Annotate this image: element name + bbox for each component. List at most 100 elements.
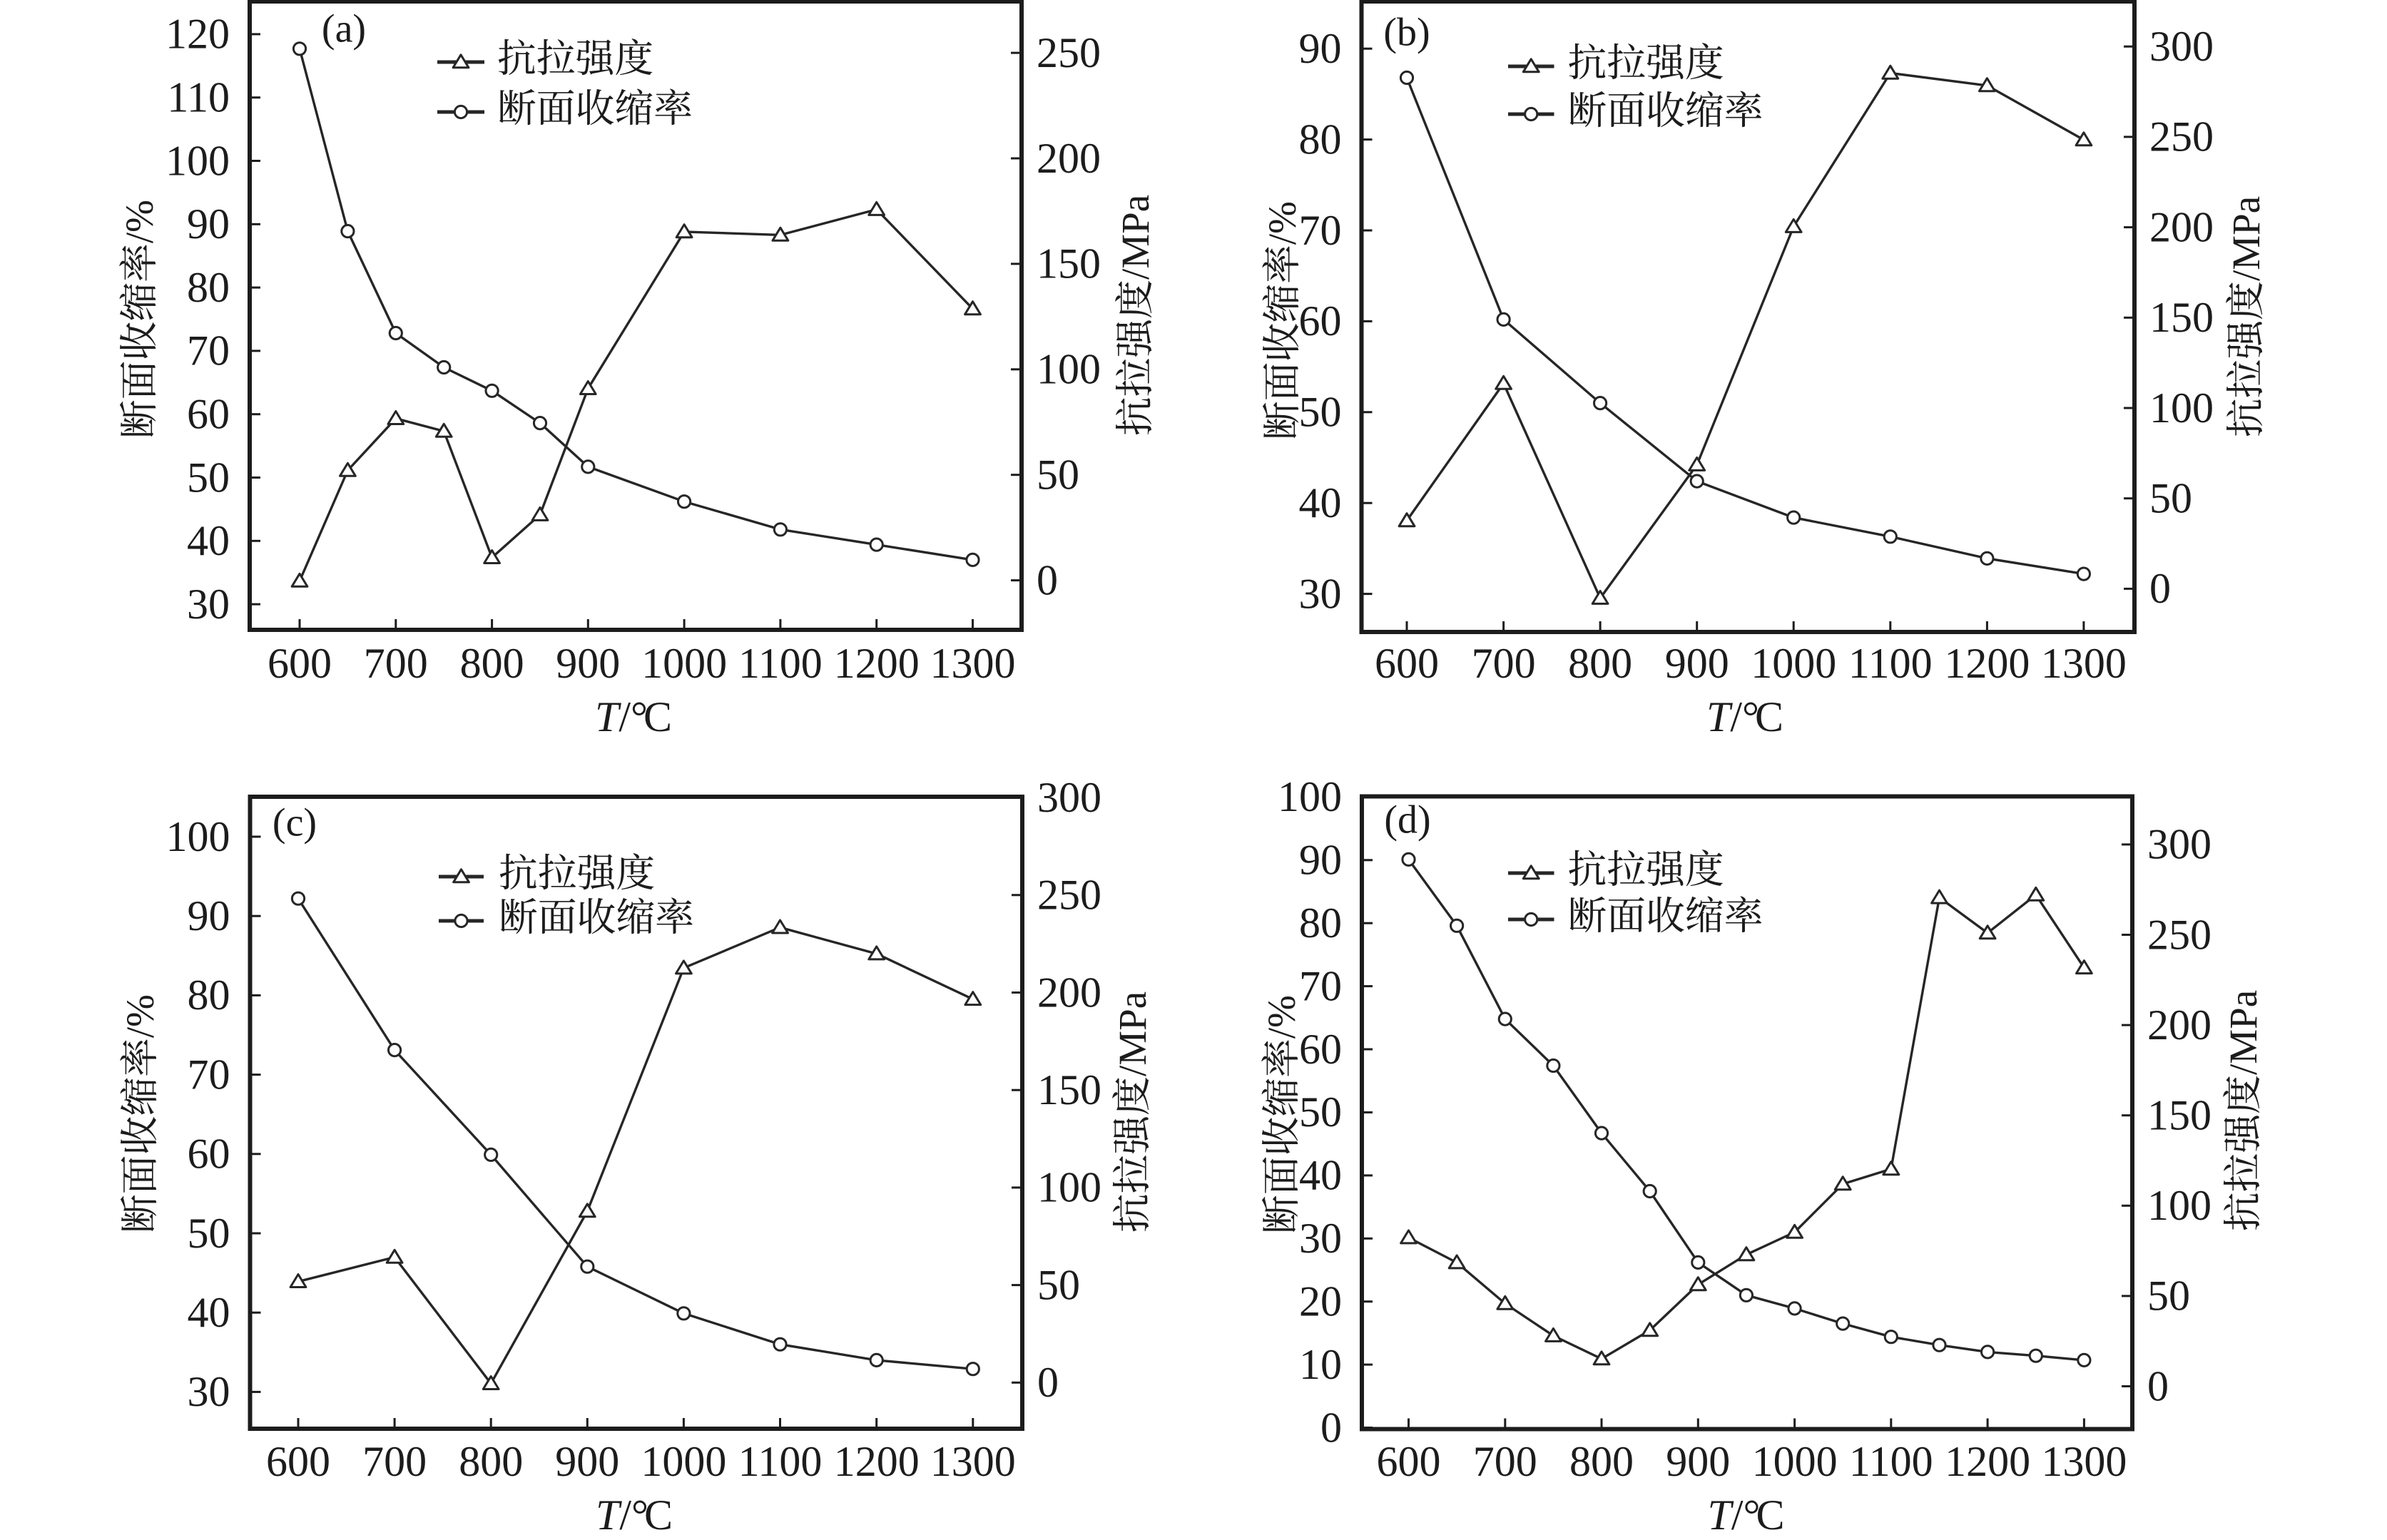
svg-text:/MPa: /MPa [1114, 195, 1157, 280]
svg-text:30: 30 [188, 1368, 230, 1415]
svg-text:60: 60 [1299, 1026, 1342, 1073]
svg-text:250: 250 [1037, 29, 1101, 76]
svg-text:700: 700 [364, 640, 428, 687]
svg-text:150: 150 [1037, 240, 1101, 287]
svg-text:1300: 1300 [930, 1438, 1016, 1485]
svg-text:50: 50 [2147, 1273, 2190, 1320]
svg-text:40: 40 [188, 1289, 230, 1336]
svg-text:90: 90 [1299, 837, 1342, 884]
svg-text:1100: 1100 [738, 640, 823, 687]
svg-text:/MPa: /MPa [2221, 990, 2265, 1075]
svg-text:200: 200 [2149, 203, 2214, 250]
svg-text:0: 0 [1037, 556, 1058, 603]
svg-text:10: 10 [1299, 1341, 1342, 1388]
svg-text:40: 40 [1299, 479, 1342, 526]
svg-text:100: 100 [166, 813, 230, 860]
svg-text:90: 90 [188, 892, 230, 939]
svg-text:0: 0 [2149, 565, 2171, 612]
svg-text:30: 30 [1299, 570, 1342, 617]
svg-text:150: 150 [1037, 1066, 1101, 1113]
svg-text:(a): (a) [322, 7, 366, 51]
svg-text:T/°C: T/°C [596, 1491, 673, 1536]
svg-text:300: 300 [2147, 821, 2212, 868]
svg-text:80: 80 [1299, 116, 1342, 163]
svg-text:1100: 1100 [1848, 640, 1933, 687]
svg-text:250: 250 [1037, 872, 1101, 919]
svg-text:900: 900 [556, 640, 620, 687]
svg-text:1000: 1000 [641, 1438, 726, 1485]
svg-text:0: 0 [1037, 1359, 1059, 1406]
svg-text:40: 40 [187, 517, 230, 564]
svg-text:20: 20 [1299, 1278, 1342, 1325]
svg-text:30: 30 [187, 581, 230, 628]
svg-text:50: 50 [187, 454, 230, 501]
svg-text:800: 800 [459, 1438, 523, 1485]
svg-text:0: 0 [1320, 1404, 1342, 1451]
svg-text:50: 50 [1299, 1088, 1342, 1136]
svg-text:80: 80 [188, 972, 230, 1019]
svg-text:100: 100 [2149, 384, 2214, 432]
svg-text:600: 600 [1377, 1438, 1441, 1485]
svg-text:100: 100 [166, 137, 230, 184]
svg-text:900: 900 [1665, 640, 1729, 687]
svg-text:50: 50 [188, 1210, 230, 1257]
svg-text:200: 200 [2147, 1001, 2212, 1049]
svg-text:1000: 1000 [641, 640, 727, 687]
svg-text:/%: /% [1261, 201, 1304, 245]
svg-text:60: 60 [188, 1131, 230, 1178]
svg-text:/%: /% [118, 994, 162, 1038]
svg-text:/MPa: /MPa [2224, 196, 2268, 281]
svg-text:90: 90 [1299, 25, 1342, 72]
svg-text:250: 250 [2147, 911, 2212, 958]
svg-text:80: 80 [1299, 899, 1342, 947]
svg-text:T/°C: T/°C [1707, 1491, 1784, 1536]
svg-text:200: 200 [1037, 135, 1101, 182]
svg-text:100: 100 [1037, 346, 1101, 393]
svg-text:100: 100 [2147, 1182, 2212, 1229]
svg-text:120: 120 [166, 11, 230, 58]
svg-text:/%: /% [1260, 995, 1303, 1039]
svg-text:50: 50 [1037, 1261, 1080, 1308]
svg-text:1100: 1100 [1849, 1438, 1933, 1485]
svg-text:110: 110 [167, 74, 230, 121]
svg-text:30: 30 [1299, 1215, 1342, 1262]
svg-text:300: 300 [1037, 774, 1101, 821]
svg-text:70: 70 [1299, 962, 1342, 1009]
svg-text:(c): (c) [273, 801, 317, 845]
svg-text:700: 700 [1473, 1438, 1537, 1485]
svg-text:100: 100 [1037, 1164, 1101, 1211]
svg-text:150: 150 [2149, 294, 2214, 341]
svg-text:250: 250 [2149, 113, 2214, 160]
svg-text:50: 50 [2149, 475, 2192, 522]
svg-text:800: 800 [1569, 1438, 1634, 1485]
svg-text:1200: 1200 [1944, 640, 2030, 687]
svg-text:900: 900 [555, 1438, 619, 1485]
svg-text:70: 70 [188, 1051, 230, 1098]
svg-text:700: 700 [1472, 640, 1536, 687]
svg-text:40: 40 [1299, 1152, 1342, 1199]
svg-text:300: 300 [2149, 23, 2214, 70]
svg-text:600: 600 [1375, 640, 1439, 687]
svg-text:80: 80 [187, 264, 230, 311]
svg-text:(d): (d) [1384, 798, 1430, 842]
svg-text:50: 50 [1037, 452, 1079, 499]
svg-text:700: 700 [362, 1438, 427, 1485]
svg-text:1300: 1300 [930, 640, 1016, 687]
svg-text:800: 800 [460, 640, 524, 687]
svg-text:/MPa: /MPa [1111, 991, 1154, 1076]
svg-text:/%: /% [118, 200, 161, 243]
svg-text:60: 60 [1299, 297, 1342, 345]
svg-text:600: 600 [268, 640, 332, 687]
svg-text:1100: 1100 [738, 1438, 823, 1485]
svg-text:150: 150 [2147, 1092, 2212, 1139]
svg-text:1300: 1300 [2041, 1438, 2127, 1485]
svg-text:600: 600 [266, 1438, 330, 1485]
svg-text:200: 200 [1037, 969, 1101, 1016]
svg-text:1200: 1200 [834, 1438, 920, 1485]
svg-text:70: 70 [1299, 207, 1342, 254]
svg-text:60: 60 [187, 391, 230, 438]
svg-text:900: 900 [1666, 1438, 1730, 1485]
svg-text:1300: 1300 [2041, 640, 2127, 687]
svg-text:1000: 1000 [1751, 640, 1836, 687]
svg-text:100: 100 [1278, 773, 1342, 820]
